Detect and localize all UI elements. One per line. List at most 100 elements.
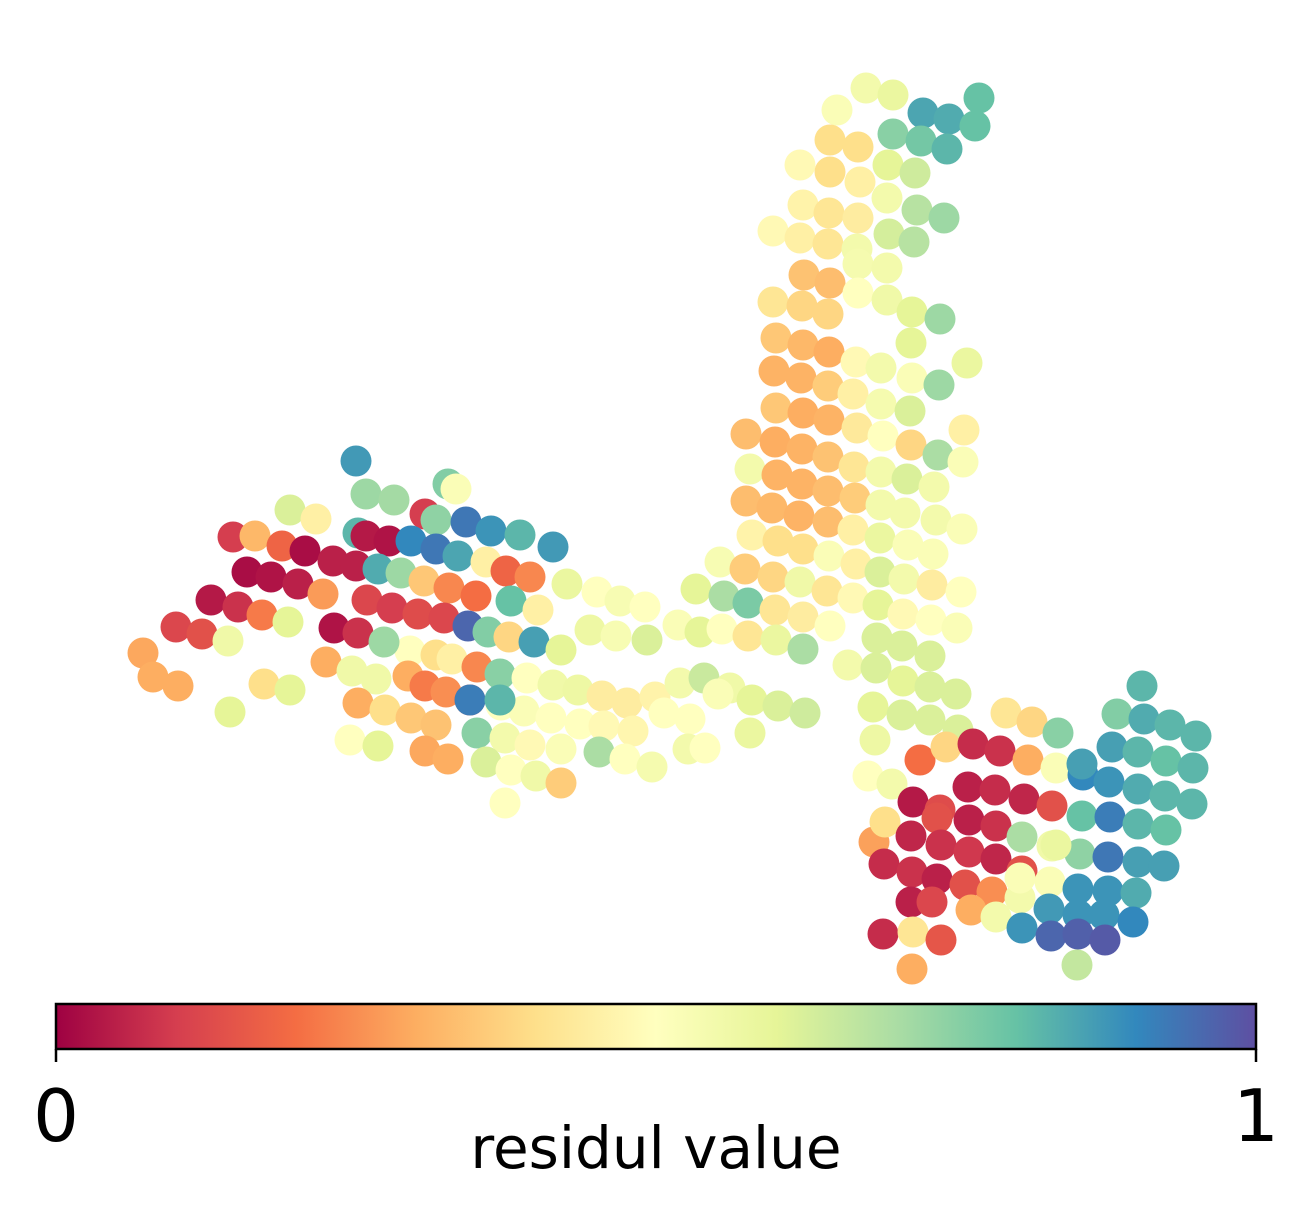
scatter-point xyxy=(787,601,819,633)
scatter-point xyxy=(1117,906,1149,938)
scatter-point xyxy=(1092,875,1124,907)
scatter-point xyxy=(1066,748,1098,780)
scatter-point xyxy=(786,468,818,500)
scatter-point xyxy=(609,743,641,775)
scatter-point xyxy=(871,284,903,316)
scatter-point xyxy=(814,124,846,156)
scatter-point xyxy=(787,189,819,221)
scatter-point xyxy=(518,626,550,658)
scatter-point xyxy=(454,684,486,716)
scatter-point xyxy=(1034,866,1066,898)
scatter-point xyxy=(611,687,643,719)
scatter-point xyxy=(887,665,919,697)
scatter-point xyxy=(1036,790,1068,822)
scatter-point xyxy=(475,515,507,547)
scatter-point xyxy=(217,521,249,553)
scatter-point xyxy=(914,640,946,672)
scatter-point xyxy=(896,362,928,394)
scatter-point xyxy=(860,652,892,684)
scatter-point xyxy=(916,569,948,601)
scatter-point xyxy=(1128,703,1160,735)
scatter-point xyxy=(914,704,946,736)
scatter-point xyxy=(931,133,963,165)
scatter-point xyxy=(787,533,819,565)
scatter-point xyxy=(786,290,818,322)
scatter-point xyxy=(732,620,764,652)
scatter-point xyxy=(1176,788,1208,820)
scatter-point xyxy=(282,568,314,600)
scatter-point xyxy=(522,594,554,626)
scatter-point xyxy=(758,355,790,387)
colorbar-max-label: 1 xyxy=(1233,1074,1279,1158)
scatter-point xyxy=(837,378,869,410)
scatter-point xyxy=(842,248,874,280)
scatter-point xyxy=(923,369,955,401)
scatter-point xyxy=(869,806,901,838)
scatter-point xyxy=(300,503,332,535)
scatter-point xyxy=(877,118,909,150)
scatter-point xyxy=(762,690,794,722)
scatter-point xyxy=(1016,706,1048,738)
scatter-point xyxy=(674,703,706,735)
scatter-point xyxy=(784,149,816,181)
scatter-point xyxy=(436,643,468,675)
scatter-point xyxy=(588,710,620,742)
scatter-point xyxy=(915,604,947,636)
scatter-point xyxy=(925,924,957,956)
scatter-point xyxy=(897,786,929,818)
scatter-point xyxy=(1096,731,1128,763)
scatter-point xyxy=(812,228,844,260)
scatter-point xyxy=(1122,736,1154,768)
scatter-point xyxy=(495,585,527,617)
scatter-point xyxy=(842,131,874,163)
scatter-point xyxy=(940,678,972,710)
scatter-point xyxy=(952,771,984,803)
scatter-point xyxy=(924,303,956,335)
scatter-point xyxy=(980,810,1012,842)
scatter-point xyxy=(222,591,254,623)
scatter-point xyxy=(1062,918,1094,950)
scatter-point xyxy=(1035,920,1067,952)
scatter-point xyxy=(894,395,926,427)
scatter-point xyxy=(350,478,382,510)
scatter-point xyxy=(648,697,680,729)
scatter-point xyxy=(433,572,465,604)
scatter-point xyxy=(785,362,817,394)
scatter-point xyxy=(812,370,844,402)
scatter-point xyxy=(420,709,452,741)
scatter-point xyxy=(432,743,464,775)
scatter-point xyxy=(704,546,736,578)
scatter-point xyxy=(963,82,995,114)
scatter-point xyxy=(195,584,227,616)
scatter-point xyxy=(897,916,929,948)
scatter-point xyxy=(841,412,873,444)
scatter-point xyxy=(1148,850,1180,882)
scatter-point xyxy=(864,522,896,554)
colorbar-gradient-bar xyxy=(54,1002,1258,1051)
scatter-point xyxy=(877,79,909,111)
scatter-point xyxy=(812,506,844,538)
scatter-point xyxy=(837,514,869,546)
scatter-point xyxy=(246,599,278,631)
scatter-point xyxy=(784,566,816,598)
scatter-point xyxy=(917,538,949,570)
scatter-point xyxy=(990,697,1022,729)
scatter-point xyxy=(814,267,846,299)
scatter-point xyxy=(789,697,821,729)
scatter-point xyxy=(586,680,618,712)
scatter-point xyxy=(489,787,521,819)
scatter-point xyxy=(248,668,280,700)
scatter-point xyxy=(889,497,921,529)
scatter-point xyxy=(814,610,846,642)
scatter-point xyxy=(857,691,889,723)
scatter-point xyxy=(340,445,372,477)
scatter-point xyxy=(1177,752,1209,784)
scatter-point xyxy=(318,612,350,644)
scatter-point xyxy=(788,259,820,291)
scatter-point xyxy=(420,504,452,536)
scatter-point xyxy=(274,494,306,526)
scatter-point xyxy=(888,563,920,595)
scatter-point xyxy=(369,694,401,726)
scatter-point xyxy=(289,535,321,567)
scatter-point xyxy=(137,661,169,693)
